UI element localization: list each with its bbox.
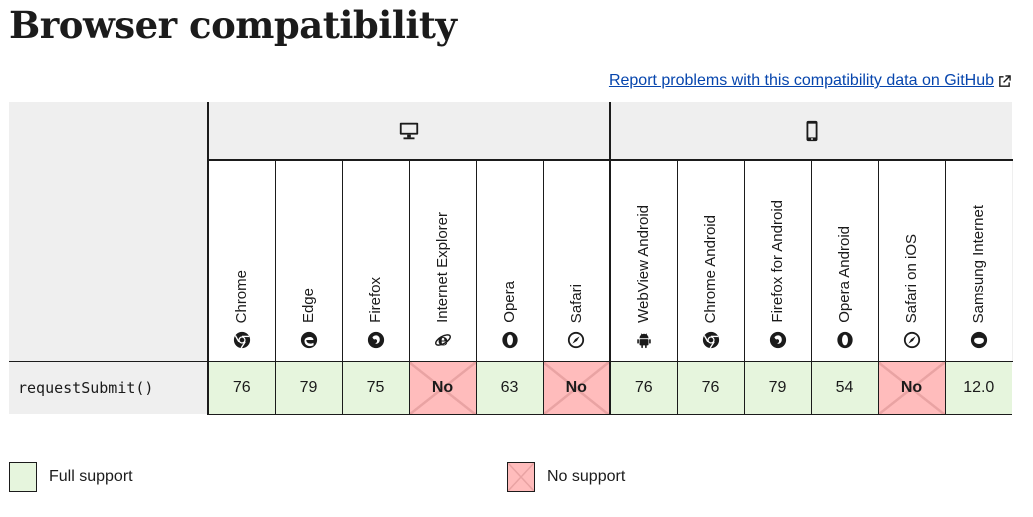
support-cell[interactable]: 76 (207, 361, 275, 415)
browser-name: Opera (501, 281, 518, 323)
report-problems-link[interactable]: Report problems with this compatibility … (609, 72, 1011, 90)
chrome-icon (702, 331, 719, 349)
support-value: 54 (835, 378, 854, 396)
full-support-swatch (9, 462, 37, 492)
legend-no-support: No support (507, 462, 625, 492)
support-cell[interactable]: 79 (274, 361, 342, 415)
legend-no-support-label: No support (547, 468, 626, 485)
firefox-icon (769, 331, 786, 349)
legend: Full support No support (9, 462, 1009, 496)
table-row: requestSubmit() 76 79 75 No 63 No 76 76 … (9, 361, 1013, 415)
browser-name: Samsung Internet (970, 204, 988, 323)
browser-name: Firefox (367, 277, 384, 323)
support-value: 63 (500, 378, 519, 396)
safari-icon (903, 331, 920, 349)
support-value: 79 (768, 378, 787, 396)
safari-icon (568, 331, 585, 349)
browser-name: Opera Android (836, 226, 853, 323)
support-cell[interactable]: No (542, 361, 610, 415)
browser-name: Edge (300, 287, 317, 323)
legend-full-support-label: Full support (49, 468, 133, 485)
browser-name: Internet Explorer (434, 212, 451, 323)
samsung-internet-icon (970, 331, 987, 349)
support-value: 12.0 (963, 378, 995, 396)
mobile-icon (806, 120, 818, 141)
browser-header: Edge (274, 160, 342, 362)
browser-header: Chrome (207, 160, 275, 362)
support-value: No (900, 378, 923, 396)
svg-text:e: e (437, 331, 447, 349)
firefox-icon (367, 331, 384, 349)
browser-header: Safari on iOS (877, 160, 945, 362)
browser-row: Chrome Edge Firefox e Internet Explorer … (9, 160, 1013, 362)
browser-header: Samsung Internet (944, 160, 1013, 362)
support-cell[interactable]: 75 (341, 361, 409, 415)
support-cell[interactable]: No (877, 361, 945, 415)
no-support-swatch (507, 462, 535, 492)
support-value: 76 (701, 378, 720, 396)
opera-icon (836, 331, 853, 349)
internet-explorer-icon: e (434, 331, 451, 349)
feature-name: requestSubmit() (9, 361, 208, 414)
table-corner (9, 102, 208, 362)
chrome-icon (233, 331, 250, 349)
browser-name: Safari (567, 283, 585, 323)
external-link-icon (999, 74, 1011, 87)
browser-header: e Internet Explorer (408, 160, 476, 362)
browser-name: Safari on iOS (903, 233, 920, 323)
platform-desktop (207, 102, 610, 161)
browser-name: Firefox for Android (769, 200, 786, 323)
browser-header: Firefox for Android (743, 160, 811, 362)
support-cell[interactable]: 76 (609, 361, 677, 415)
support-cell[interactable]: 76 (676, 361, 744, 415)
browser-name: Chrome Android (702, 214, 719, 323)
support-cell[interactable]: 63 (475, 361, 543, 415)
browser-header: Opera Android (810, 160, 878, 362)
edge-icon (300, 331, 317, 349)
opera-icon (501, 331, 518, 349)
platform-mobile (608, 102, 1013, 161)
browser-name: WebView Android (635, 205, 653, 323)
support-value: 76 (634, 378, 653, 396)
support-value: 76 (232, 378, 251, 396)
platform-row (9, 102, 1013, 362)
desktop-icon (399, 122, 419, 139)
support-cell[interactable]: 79 (743, 361, 811, 415)
page-title: Browser compatibility (9, 3, 457, 47)
support-value: No (431, 378, 454, 396)
browser-header: WebView Android (609, 160, 677, 362)
support-cell[interactable]: 12.0 (944, 361, 1013, 415)
report-problems-link-label: Report problems with this compatibility … (608, 72, 994, 89)
support-value: No (565, 378, 587, 396)
legend-full-support: Full support (9, 462, 133, 492)
browser-header: Opera (475, 160, 543, 362)
support-cell[interactable]: 54 (810, 361, 878, 415)
android-icon (637, 333, 651, 349)
browser-header: Safari (542, 160, 610, 362)
browser-header: Chrome Android (676, 160, 744, 362)
compat-table: Chrome Edge Firefox e Internet Explorer … (9, 102, 1013, 415)
support-cell[interactable]: No (408, 361, 476, 415)
browser-header: Firefox (341, 160, 409, 362)
browser-name: Chrome (233, 269, 251, 323)
support-value: 75 (366, 378, 385, 396)
support-value: 79 (299, 378, 318, 396)
